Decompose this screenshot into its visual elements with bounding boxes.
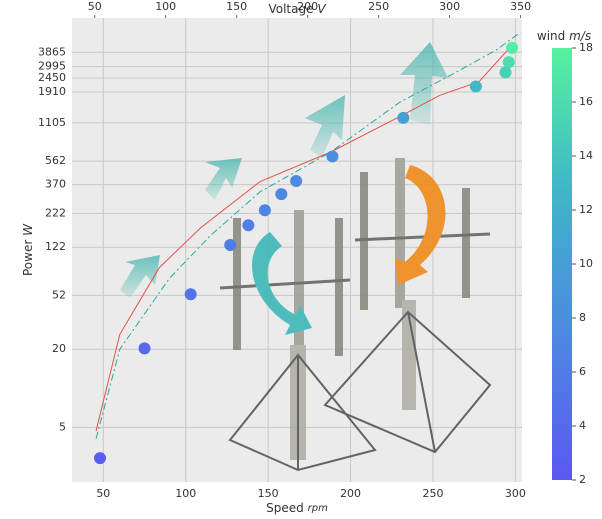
data-point (469, 80, 482, 93)
colorbar-tick-label: 12 (579, 203, 593, 216)
x-tick-label: 50 (96, 487, 110, 500)
x-tick-label: 200 (340, 487, 361, 500)
colorbar-title: wind (537, 29, 565, 43)
y-tick-label: 122 (45, 240, 66, 253)
y-tick-label: 2450 (38, 71, 66, 84)
x-tick-label: 250 (422, 487, 443, 500)
x2-axis-label: Voltage V (268, 2, 326, 16)
colorbar (552, 48, 572, 480)
colorbar-unit: m/s (569, 29, 591, 43)
x-unit: rpm (308, 503, 328, 514)
turbine-illustration (120, 42, 492, 472)
x2-tick-label: 250 (368, 0, 389, 13)
y-tick-label: 3865 (38, 45, 66, 58)
y-tick-label: 562 (45, 154, 66, 167)
colorbar-label: wind m/s (537, 29, 591, 43)
plot-layer (94, 31, 521, 465)
colorbar-tick-label: 14 (579, 149, 593, 162)
x2-tick-label: 50 (88, 0, 102, 13)
data-point (502, 56, 515, 69)
colorbar-tick-label: 16 (579, 95, 593, 108)
data-point (397, 111, 410, 124)
data-point (184, 288, 197, 301)
y-tick-label: 5 (59, 420, 66, 433)
data-point (499, 66, 512, 79)
y-tick-label: 52 (52, 288, 66, 301)
x-tick-label: 100 (175, 487, 196, 500)
x2-tick-label: 150 (226, 0, 247, 13)
trend-line (95, 44, 513, 432)
colorbar-tick-label: 2 (579, 473, 586, 486)
y-tick-label: 370 (45, 178, 66, 191)
x-tick-label: 150 (258, 487, 279, 500)
x2-tick-label: 350 (510, 0, 531, 13)
data-point (275, 188, 288, 201)
data-point (326, 150, 339, 163)
y-unit: W (21, 223, 35, 236)
x-tick-label: 300 (505, 487, 526, 500)
data-point (290, 174, 303, 187)
x2-tick-label: 100 (155, 0, 176, 13)
x-axis-label: Speed rpm (266, 501, 328, 515)
y-label: Power (21, 240, 35, 276)
x-label: Speed (266, 501, 304, 515)
colorbar-tick-label: 10 (579, 257, 593, 270)
data-point (506, 41, 519, 54)
y-tick-label: 20 (52, 342, 66, 355)
x2-tick-label: 300 (439, 0, 460, 13)
data-point (258, 204, 271, 217)
trend-line (95, 31, 521, 439)
y-axis-label: Power W (21, 223, 35, 276)
y-tick-label: 1105 (38, 116, 66, 129)
colorbar-tick-label: 8 (579, 311, 586, 324)
y-tick-label: 1910 (38, 85, 66, 98)
y-tick-label: 222 (45, 206, 66, 219)
colorbar-tick-label: 6 (579, 365, 586, 378)
data-point (94, 452, 107, 465)
data-point (242, 219, 255, 232)
colorbar-tick-label: 18 (579, 41, 593, 54)
y-tick-label: 2995 (38, 60, 66, 73)
x2-tick-label: 200 (297, 0, 318, 13)
data-point (138, 342, 151, 355)
colorbar-tick-label: 4 (579, 419, 586, 432)
x2-unit: V (317, 2, 326, 16)
data-point (224, 238, 237, 251)
x2-label: Voltage (268, 2, 313, 16)
